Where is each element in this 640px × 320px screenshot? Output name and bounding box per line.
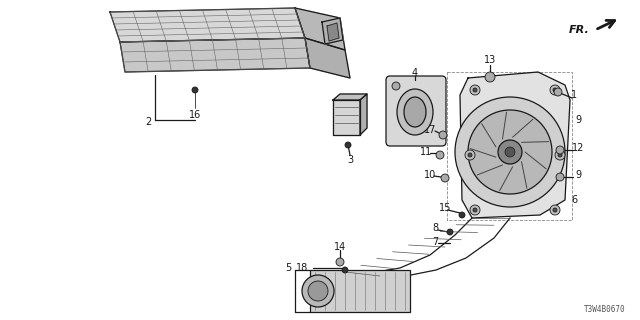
Text: 1: 1 xyxy=(571,90,577,100)
Text: 10: 10 xyxy=(424,170,436,180)
Circle shape xyxy=(392,82,400,90)
Circle shape xyxy=(556,146,564,154)
Text: 6: 6 xyxy=(571,195,577,205)
Text: 13: 13 xyxy=(484,55,496,65)
Text: 11: 11 xyxy=(420,147,432,157)
Circle shape xyxy=(550,85,560,95)
Polygon shape xyxy=(333,100,360,135)
Circle shape xyxy=(455,97,565,207)
Circle shape xyxy=(468,153,472,157)
Circle shape xyxy=(498,140,522,164)
Circle shape xyxy=(441,174,449,182)
Circle shape xyxy=(459,212,465,218)
Ellipse shape xyxy=(404,97,426,127)
Circle shape xyxy=(558,153,562,157)
Bar xyxy=(447,72,572,220)
Circle shape xyxy=(439,131,447,139)
Polygon shape xyxy=(327,23,339,41)
Text: FR.: FR. xyxy=(569,25,590,35)
Text: 9: 9 xyxy=(575,115,581,125)
Circle shape xyxy=(556,173,564,181)
Text: 16: 16 xyxy=(189,110,201,120)
Circle shape xyxy=(192,87,198,93)
Text: 15: 15 xyxy=(439,203,451,213)
Polygon shape xyxy=(120,38,310,72)
Text: 14: 14 xyxy=(334,242,346,252)
Circle shape xyxy=(345,142,351,148)
Circle shape xyxy=(336,258,344,266)
Circle shape xyxy=(553,208,557,212)
Circle shape xyxy=(473,88,477,92)
Text: 12: 12 xyxy=(572,143,584,153)
Circle shape xyxy=(447,229,453,235)
Circle shape xyxy=(436,151,444,159)
Circle shape xyxy=(468,110,552,194)
Circle shape xyxy=(302,275,334,307)
Text: 7: 7 xyxy=(432,237,438,247)
Circle shape xyxy=(553,88,557,92)
Polygon shape xyxy=(360,94,367,135)
Circle shape xyxy=(465,150,475,160)
Polygon shape xyxy=(295,8,345,50)
Text: 17: 17 xyxy=(424,125,436,135)
Circle shape xyxy=(342,267,348,273)
Circle shape xyxy=(473,208,477,212)
Circle shape xyxy=(470,85,480,95)
Circle shape xyxy=(485,72,495,82)
Circle shape xyxy=(308,281,328,301)
Text: 2: 2 xyxy=(145,117,151,127)
Text: 8: 8 xyxy=(432,223,438,233)
Circle shape xyxy=(555,150,565,160)
Polygon shape xyxy=(460,72,570,218)
Circle shape xyxy=(505,147,515,157)
Text: 4: 4 xyxy=(412,68,418,78)
Circle shape xyxy=(554,88,562,96)
Polygon shape xyxy=(333,94,367,100)
FancyBboxPatch shape xyxy=(386,76,446,146)
Text: T3W4B0670: T3W4B0670 xyxy=(584,305,625,314)
Circle shape xyxy=(470,205,480,215)
Text: 18: 18 xyxy=(296,263,308,273)
Bar xyxy=(310,270,410,312)
Polygon shape xyxy=(305,38,350,78)
Polygon shape xyxy=(110,8,305,42)
Text: 3: 3 xyxy=(347,155,353,165)
Circle shape xyxy=(550,205,560,215)
Polygon shape xyxy=(322,18,343,44)
Text: 5: 5 xyxy=(285,263,291,273)
Ellipse shape xyxy=(397,89,433,135)
Text: 9: 9 xyxy=(575,170,581,180)
